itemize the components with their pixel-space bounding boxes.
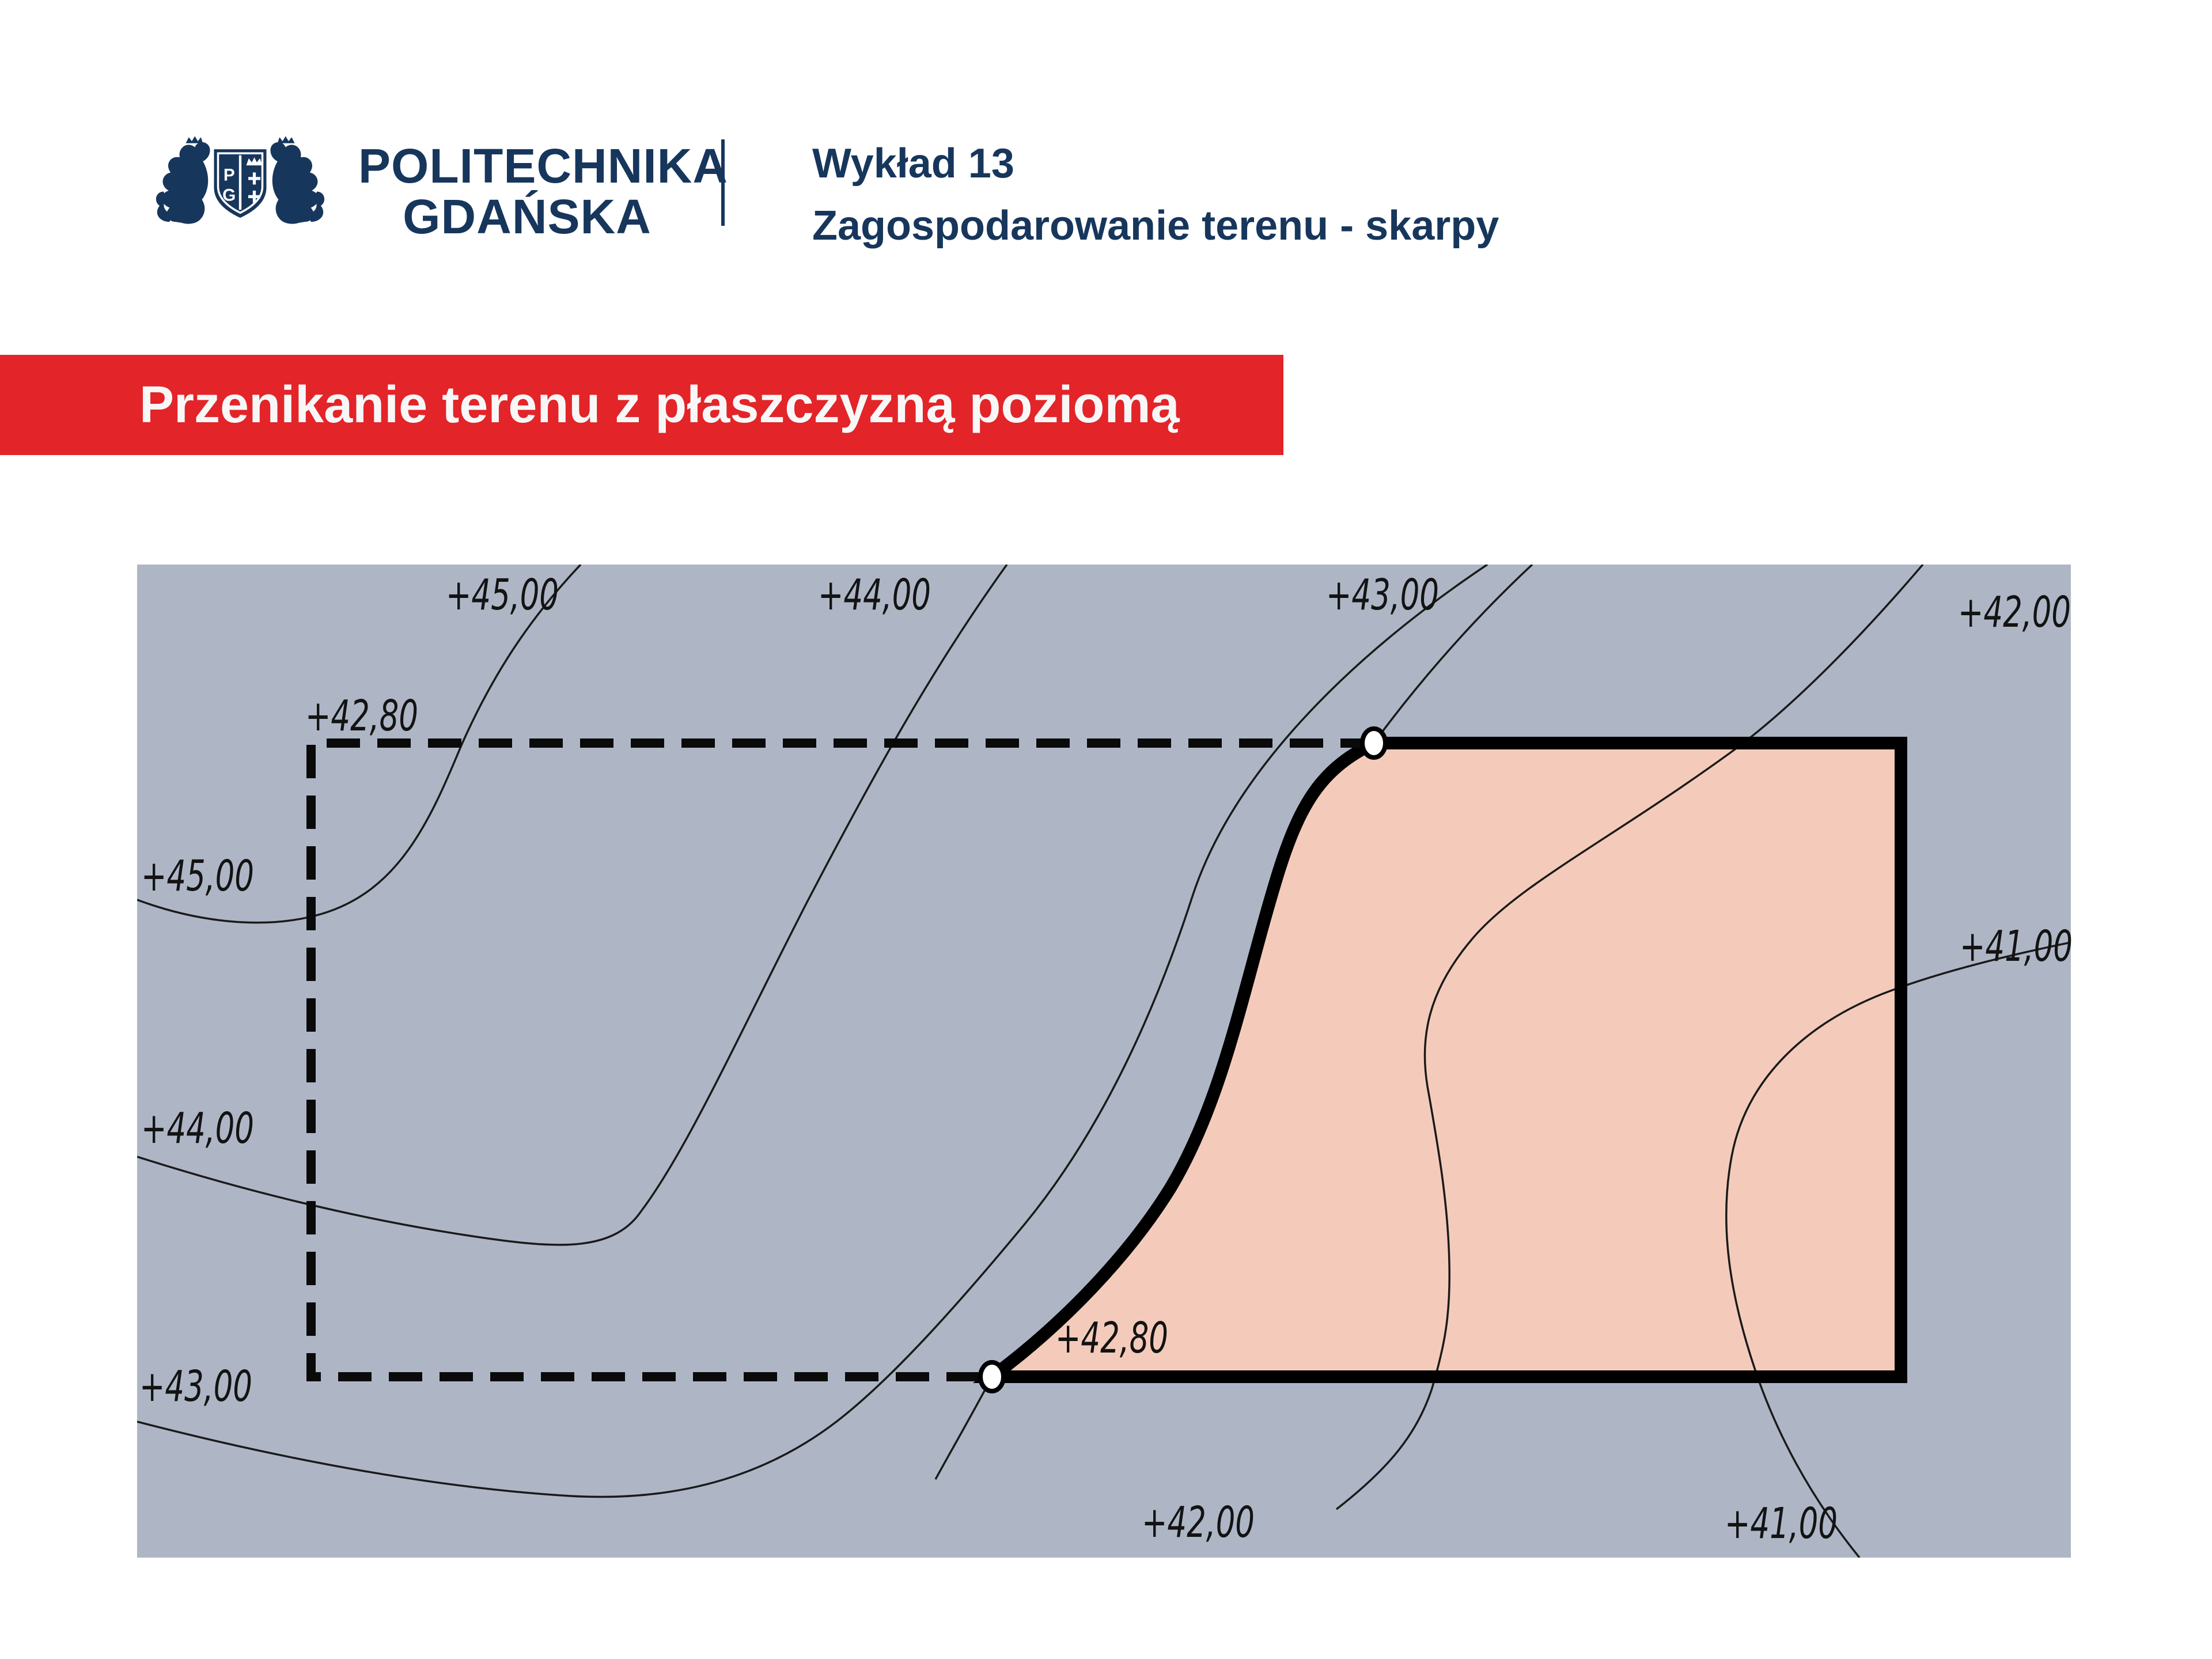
university-name-line2: GDAŃSKA <box>403 190 652 244</box>
lecture-header: Wykład 13 Zagospodarowanie terenu - skar… <box>812 142 1499 248</box>
contour-label-42-top-right: +42,00 <box>1958 588 2071 637</box>
university-logo-icon: P G <box>156 136 325 224</box>
contour-label-44-left: +44,00 <box>141 1104 254 1153</box>
contour-line-44 <box>137 565 1008 1246</box>
contour-label-45-left: +45,00 <box>141 851 254 901</box>
contour-label-41-bottom: +41,00 <box>1725 1499 1838 1548</box>
lecture-title: Wykład 13 <box>812 141 1014 187</box>
plane-level-label-top-left: +42,80 <box>305 691 418 741</box>
header-divider <box>721 139 725 226</box>
shield-letter-g: G <box>222 185 236 204</box>
shield-icon: P G <box>214 149 267 218</box>
crown-icon <box>246 157 263 166</box>
section-title: Przenikanie terenu z płaszczyzną poziomą <box>139 376 1180 434</box>
university-name: POLITECHNIKA GDAŃSKA <box>358 139 728 244</box>
contour-label-43-left: +43,00 <box>139 1362 252 1411</box>
plane-cut-region <box>992 743 1901 1377</box>
university-name-line1: POLITECHNIKA <box>358 139 728 193</box>
section-banner: Przenikanie terenu z płaszczyzną poziomą <box>0 355 1283 455</box>
contour-label-44-top: +44,00 <box>818 570 931 620</box>
plane-rectangle-dashed-edges <box>306 738 1374 1381</box>
lion-left-icon <box>156 136 210 224</box>
crosses-icon <box>248 172 260 203</box>
contour-label-43-top: +43,00 <box>1326 570 1439 620</box>
contour-line-42-80-upper <box>1373 565 1533 744</box>
contour-label-42-bottom: +42,00 <box>1142 1498 1255 1547</box>
contour-line-43 <box>137 565 1488 1498</box>
lecture-subtitle: Zagospodarowanie terenu - skarpy <box>812 203 1499 249</box>
plane-level-label-inner: +42,80 <box>1055 1313 1168 1363</box>
contour-label-45-top: +45,00 <box>446 570 559 620</box>
shield-letter-p: P <box>224 165 235 184</box>
plane-cut-boundary <box>972 737 1907 1383</box>
intersection-point-bottom <box>978 1360 1006 1393</box>
contour-label-41-right: +41,00 <box>1960 922 2073 971</box>
contour-line-41 <box>1725 941 2071 1558</box>
intersection-point-top <box>1360 726 1388 760</box>
contour-line-45 <box>137 565 582 924</box>
